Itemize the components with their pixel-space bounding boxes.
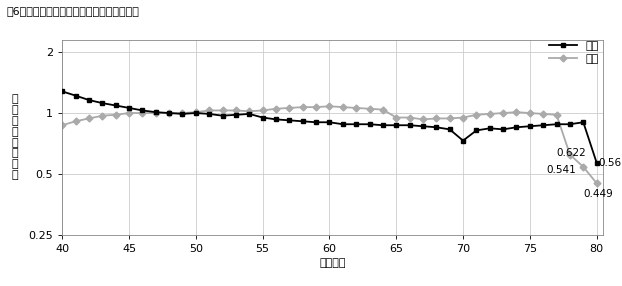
結婚 (205, 112, 213, 116)
結婚 (539, 124, 547, 127)
結婚 (379, 124, 387, 127)
出産 (58, 124, 66, 127)
結婚 (299, 120, 307, 123)
結婚 (593, 161, 600, 164)
結婚 (179, 112, 186, 116)
結婚 (432, 126, 440, 129)
結婚 (72, 94, 79, 97)
出産 (192, 110, 200, 114)
結婚 (419, 124, 427, 128)
出産 (205, 109, 213, 112)
出産 (232, 109, 239, 112)
結婚 (339, 122, 346, 126)
結婚 (139, 109, 146, 112)
結婚 (473, 129, 480, 132)
結婚 (112, 104, 119, 107)
結婚 (553, 122, 560, 126)
結婚 (406, 124, 414, 127)
結婚 (312, 121, 320, 124)
出産 (339, 105, 346, 109)
Y-axis label: 調
整
済
み
オ
ッ
ズ
比: 調 整 済 み オ ッ ズ 比 (11, 94, 18, 180)
結婚 (58, 90, 66, 93)
Legend: 結婚, 出産: 結婚, 出産 (544, 36, 603, 68)
出産 (526, 111, 534, 115)
結婚 (580, 121, 587, 124)
出産 (272, 107, 280, 110)
Text: 0.449: 0.449 (583, 189, 613, 199)
結婚 (125, 106, 132, 110)
結婚 (366, 122, 373, 126)
結婚 (152, 110, 159, 114)
結婚 (499, 128, 507, 131)
出産 (353, 106, 360, 110)
出産 (580, 165, 587, 168)
結婚 (272, 118, 280, 121)
出産 (366, 107, 373, 110)
出産 (593, 182, 600, 185)
出産 (312, 105, 320, 109)
結婚 (85, 98, 93, 102)
出産 (139, 111, 146, 115)
結婚 (285, 119, 293, 122)
結婚 (192, 111, 200, 115)
結婚 (392, 124, 400, 127)
出産 (499, 111, 507, 115)
出産 (486, 112, 493, 116)
結婚 (513, 126, 520, 129)
Line: 結婚: 結婚 (60, 89, 599, 165)
出産 (152, 111, 159, 115)
出産 (98, 114, 106, 118)
結婚 (459, 139, 466, 142)
出産 (513, 110, 520, 114)
Text: 0.541: 0.541 (546, 165, 575, 175)
結婚 (98, 101, 106, 105)
出産 (299, 105, 307, 109)
出産 (326, 105, 333, 108)
Text: 0.622: 0.622 (557, 148, 587, 158)
出産 (72, 120, 79, 123)
出産 (406, 116, 414, 119)
結婚 (446, 128, 453, 131)
結婚 (486, 127, 493, 130)
出産 (566, 153, 573, 156)
X-axis label: 労働時間: 労働時間 (320, 258, 346, 268)
出産 (165, 111, 173, 115)
結婚 (219, 114, 226, 118)
出産 (379, 108, 387, 111)
結婚 (165, 111, 173, 115)
結婚 (246, 112, 253, 116)
出産 (432, 117, 440, 120)
結婚 (259, 116, 266, 119)
結婚 (566, 122, 573, 126)
出産 (459, 116, 466, 119)
Text: 図6　労働時間と調整済みオッズ比（男性）: 図6 労働時間と調整済みオッズ比（男性） (6, 6, 139, 16)
結婚 (326, 121, 333, 124)
出産 (446, 117, 453, 120)
出産 (125, 111, 132, 115)
出産 (246, 110, 253, 113)
結婚 (353, 122, 360, 126)
出産 (179, 111, 186, 115)
Line: 出産: 出産 (60, 104, 599, 186)
出産 (539, 112, 547, 116)
出産 (259, 109, 266, 112)
出産 (419, 118, 427, 121)
結婚 (526, 124, 534, 128)
出産 (285, 106, 293, 110)
出産 (112, 113, 119, 116)
出産 (85, 117, 93, 120)
Text: 0.567: 0.567 (598, 158, 622, 168)
出産 (219, 109, 226, 112)
出産 (553, 113, 560, 116)
結婚 (232, 113, 239, 116)
出産 (392, 116, 400, 119)
出産 (473, 113, 480, 116)
